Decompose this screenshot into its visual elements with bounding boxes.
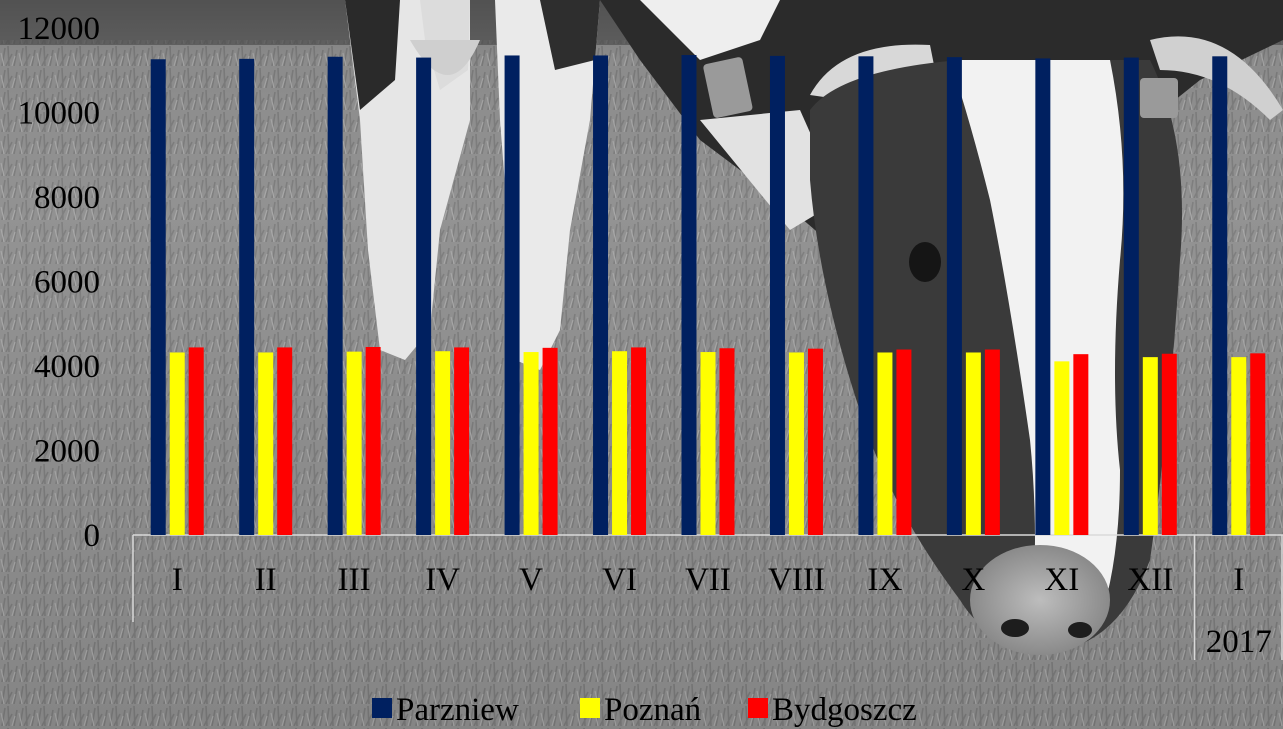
legend-swatch <box>372 698 392 718</box>
bar-pozna-7 <box>700 352 716 535</box>
y-axis-tick-labels: 0 2000 4000 6000 8000 10000 12000 <box>18 11 101 554</box>
y-tick-label: 4000 <box>34 349 100 385</box>
bar-pozna-13 <box>1231 357 1247 535</box>
bar-parzniew-9 <box>858 56 874 536</box>
x-tick-label: VIII <box>768 562 825 598</box>
y-tick-label: 12000 <box>18 11 101 47</box>
bar-parzniew-7 <box>681 55 697 535</box>
bar-parzniew-13 <box>1212 56 1228 536</box>
bar-series <box>150 55 1266 536</box>
bar-pozna-10 <box>965 352 981 535</box>
bar-bydgoszcz-7 <box>719 348 735 535</box>
x-tick-label: XII <box>1127 562 1173 598</box>
bar-pozna-4 <box>435 351 451 535</box>
bar-parzniew-4 <box>416 57 432 535</box>
y-tick-label: 6000 <box>34 265 100 301</box>
y-tick-label: 10000 <box>18 96 101 132</box>
bar-parzniew-3 <box>327 56 343 535</box>
bar-bydgoszcz-5 <box>542 347 558 535</box>
bar-pozna-5 <box>523 352 539 535</box>
bar-bydgoszcz-2 <box>277 347 293 535</box>
x-tick-label: IX <box>868 562 903 598</box>
bar-bydgoszcz-11 <box>1073 354 1089 535</box>
legend-label: Bydgoszcz <box>772 692 917 728</box>
bar-pozna-8 <box>788 352 804 535</box>
x-tick-label: I <box>172 562 183 598</box>
bar-pozna-9 <box>877 352 893 535</box>
legend-swatch <box>580 698 600 718</box>
bar-pozna-1 <box>169 352 185 535</box>
y-tick-label: 2000 <box>34 434 100 470</box>
bar-bydgoszcz-8 <box>807 348 823 535</box>
bar-pozna-2 <box>258 352 274 535</box>
y-tick-label: 0 <box>84 518 101 554</box>
legend-label: Poznań <box>604 692 701 728</box>
bar-pozna-12 <box>1142 357 1158 535</box>
bar-parzniew-12 <box>1123 57 1139 535</box>
legend: Parzniew Poznań Bydgoszcz <box>372 692 917 728</box>
x-tick-label: X <box>961 562 985 598</box>
x-tick-label: V <box>519 562 543 598</box>
bar-bydgoszcz-4 <box>454 347 470 535</box>
x-tick-label: XI <box>1044 562 1079 598</box>
x-tick-label: VII <box>685 562 731 598</box>
bar-bydgoszcz-10 <box>984 349 1000 535</box>
bar-parzniew-2 <box>239 58 255 535</box>
bar-pozna-6 <box>612 351 628 535</box>
x-tick-label: VI <box>602 562 637 598</box>
bar-bydgoszcz-1 <box>188 347 204 535</box>
x-tick-label: IV <box>425 562 460 598</box>
legend-swatch <box>748 698 768 718</box>
bar-parzniew-1 <box>150 59 166 535</box>
bar-bydgoszcz-12 <box>1161 353 1177 535</box>
legend-label: Parzniew <box>396 692 519 728</box>
x-tick-label: II <box>255 562 277 598</box>
bar-bydgoszcz-9 <box>896 349 912 535</box>
bar-bydgoszcz-6 <box>631 347 647 535</box>
y-tick-label: 8000 <box>34 180 100 216</box>
x-tick-label: III <box>338 562 371 598</box>
bar-bydgoszcz-3 <box>365 346 381 535</box>
bar-parzniew-8 <box>769 55 785 535</box>
bar-parzniew-6 <box>593 55 609 536</box>
bar-pozna-11 <box>1054 361 1070 535</box>
bar-parzniew-11 <box>1035 58 1051 536</box>
bar-parzniew-10 <box>946 57 962 536</box>
bar-pozna-3 <box>346 351 362 535</box>
x-tick-label: I <box>1233 562 1244 598</box>
x-group-label: 2017 <box>1206 624 1272 660</box>
bar-bydgoszcz-13 <box>1250 353 1266 535</box>
bar-parzniew-5 <box>504 55 520 536</box>
